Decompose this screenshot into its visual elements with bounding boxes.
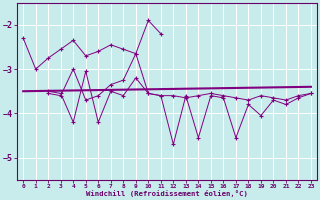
X-axis label: Windchill (Refroidissement éolien,°C): Windchill (Refroidissement éolien,°C) (86, 190, 248, 197)
